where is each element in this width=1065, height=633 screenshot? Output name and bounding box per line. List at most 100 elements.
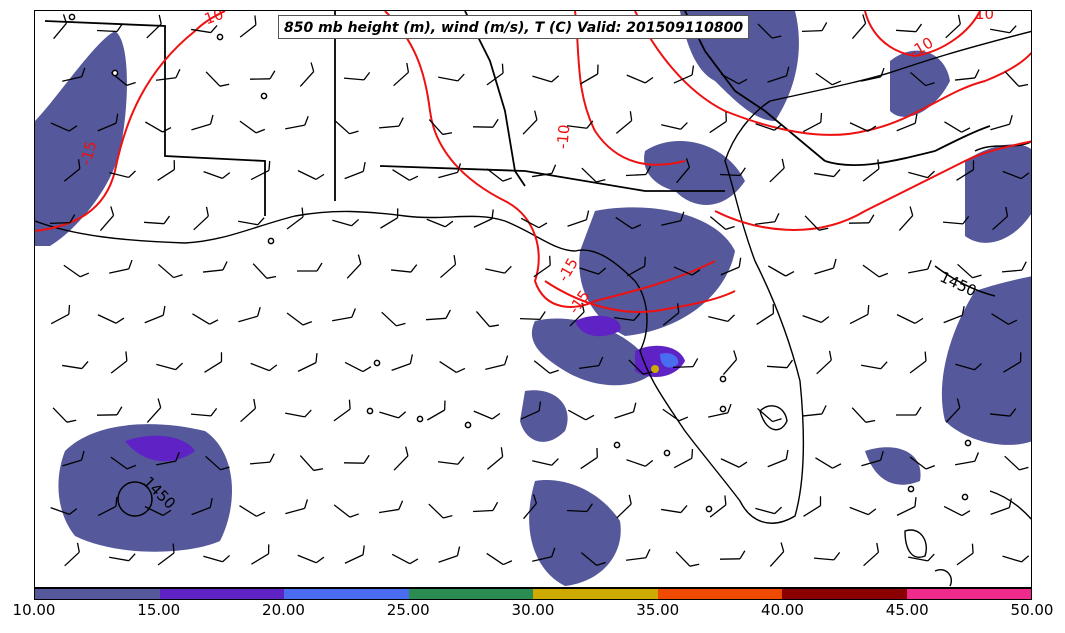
wind-barb <box>909 456 936 470</box>
wind-barb <box>428 119 453 136</box>
wind-barb <box>486 447 504 470</box>
wind-barb <box>757 407 782 423</box>
map-title: 850 mb height (m), wind (m/s), T (C) Val… <box>278 15 750 39</box>
calm-wind-circle <box>907 485 915 493</box>
wind-barb <box>238 306 261 323</box>
wind-barb <box>662 303 680 326</box>
wind-barb <box>662 408 689 422</box>
wind-barb <box>62 361 89 370</box>
wind-barb <box>62 67 86 82</box>
wind-barb <box>719 550 746 560</box>
wind-barb <box>390 264 418 273</box>
wind-barb <box>908 170 936 179</box>
temp-contour-gulfcoast <box>544 280 736 313</box>
calm-wind-circle <box>216 33 224 41</box>
wind-barb <box>569 302 585 327</box>
calm-wind-circle <box>719 405 727 413</box>
wind-barb <box>145 121 172 133</box>
wind-barb <box>755 123 783 131</box>
wind-barb <box>472 501 499 513</box>
wind-barb <box>333 399 351 422</box>
wind-barb <box>708 403 732 418</box>
wind-barb <box>156 362 184 371</box>
wind-barb <box>343 454 370 464</box>
wind-barb <box>626 256 646 277</box>
wind-barb <box>801 22 828 32</box>
wind-barb <box>391 354 413 372</box>
calm-wind-circle <box>705 505 713 513</box>
wind-barb <box>332 308 356 322</box>
colorbar-tick-label: 20.00 <box>262 601 305 619</box>
wind-barb <box>109 553 136 562</box>
wind-barb <box>344 545 365 564</box>
colorbar-segment <box>35 589 160 599</box>
wind-barb <box>297 262 323 272</box>
wind-barb <box>908 260 932 274</box>
wind-barb <box>486 168 512 182</box>
wind-barb <box>190 407 218 417</box>
wind-barb <box>381 311 406 327</box>
wind-barb <box>485 265 512 274</box>
wind-barb <box>614 312 641 322</box>
map-panel: -15 -10 -15 -15 -10 10 10 1450 1450 <box>34 10 1032 588</box>
calm-wind-circle <box>111 69 119 77</box>
wind-barb <box>144 506 172 516</box>
wind-barb <box>581 167 606 183</box>
wind-barb <box>475 311 499 328</box>
colorbar-segment <box>782 589 907 599</box>
wind-barb <box>532 164 557 178</box>
wind-barb <box>675 551 700 567</box>
wind-barb <box>146 14 162 39</box>
calm-wind-circle <box>961 493 969 501</box>
wind-barb <box>625 165 652 177</box>
wind-barb <box>956 543 974 566</box>
wind-barb <box>523 494 538 520</box>
colorbar-tick-label: 40.00 <box>761 601 804 619</box>
wind-barb <box>238 217 265 226</box>
wind-barb <box>990 498 1012 516</box>
precip-area-tampa <box>531 318 655 386</box>
wind-barb <box>896 113 918 132</box>
precip-area-georgia-coast <box>865 447 921 485</box>
wind-barb <box>955 452 979 466</box>
precip-area-west <box>35 31 127 246</box>
precip-core-gulf-low <box>125 435 195 462</box>
wind-barb <box>203 170 231 180</box>
wind-barb <box>616 494 632 519</box>
border-fl-north <box>379 165 725 192</box>
wind-barb <box>673 448 694 469</box>
colorbar-tick-label: 45.00 <box>885 601 929 619</box>
wind-barb <box>250 161 271 181</box>
wind-barb <box>379 411 407 419</box>
wind-barb <box>334 119 359 135</box>
wind-barb <box>754 212 780 225</box>
wind-barb <box>676 158 691 184</box>
weather-map: -15 -10 -15 -15 -10 10 10 1450 1450 <box>35 11 1031 587</box>
wind-barb <box>895 23 923 33</box>
colorbar-tick-labels: 10.00 15.00 20.00 25.00 30.00 35.00 40.00 45.00… <box>0 601 1065 625</box>
wind-barb <box>896 497 917 516</box>
colorbar-tick-label: 50.00 <box>1010 601 1054 619</box>
wind-barb <box>532 75 560 83</box>
calm-wind-circle <box>416 415 424 423</box>
wind-barb <box>802 112 823 133</box>
wind-barb <box>720 458 748 468</box>
wind-barb <box>720 257 742 276</box>
wind-barb <box>49 214 76 224</box>
wind-barb <box>814 258 837 275</box>
wind-barb <box>110 351 128 374</box>
wind-barb <box>579 356 604 370</box>
wind-barb <box>240 398 257 423</box>
wind-barb <box>393 446 409 471</box>
wind-barb <box>428 503 453 519</box>
wind-barb <box>520 217 548 229</box>
colorbar-tick-label: 35.00 <box>636 601 680 619</box>
colorbar-segment <box>533 589 658 599</box>
wind-barb <box>908 553 935 562</box>
wind-barb <box>297 554 325 564</box>
wind-barb <box>769 158 785 183</box>
wind-barb <box>440 255 457 279</box>
wind-barb <box>96 406 123 416</box>
height-contour-low <box>117 481 153 517</box>
wind-barb <box>769 542 785 567</box>
